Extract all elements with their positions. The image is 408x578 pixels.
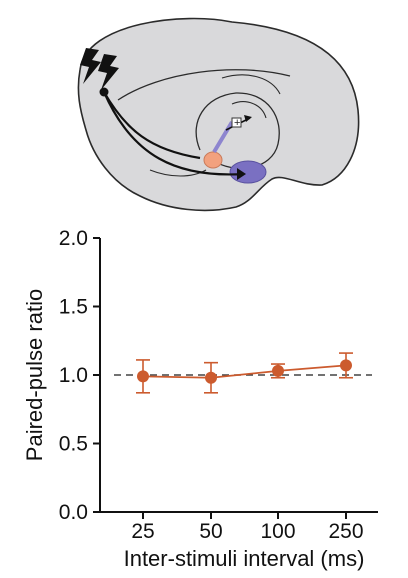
- y-tick-label: 0.5: [59, 433, 88, 456]
- stimulation-site: [100, 88, 109, 97]
- plus-symbol: +: [234, 117, 240, 129]
- y-tick-label: 0.0: [59, 501, 88, 524]
- x-axis-title: Inter-stimuli interval (ms): [124, 546, 365, 571]
- x-tick-label: 100: [260, 520, 295, 543]
- data-point: [138, 371, 149, 382]
- x-tick-label: 250: [328, 520, 363, 543]
- recording-site: [204, 152, 222, 168]
- y-tick-label: 1.0: [59, 364, 88, 387]
- chart: 0.0 0.5 1.0 1.5 2.0 25 50 100 250 Paired-pulse …: [22, 227, 378, 571]
- y-axis-title: Paired-pulse ratio: [22, 289, 47, 461]
- target-region: [230, 161, 266, 183]
- data-point: [273, 365, 284, 376]
- data-point: [206, 372, 217, 383]
- y-tick-label: 1.5: [59, 296, 88, 319]
- x-tick-label: 25: [131, 520, 154, 543]
- y-tick-label: 2.0: [59, 227, 88, 250]
- brain-diagram: +: [78, 18, 358, 210]
- series-line: [143, 365, 346, 377]
- x-tick-label: 50: [199, 520, 222, 543]
- data-point: [341, 360, 352, 371]
